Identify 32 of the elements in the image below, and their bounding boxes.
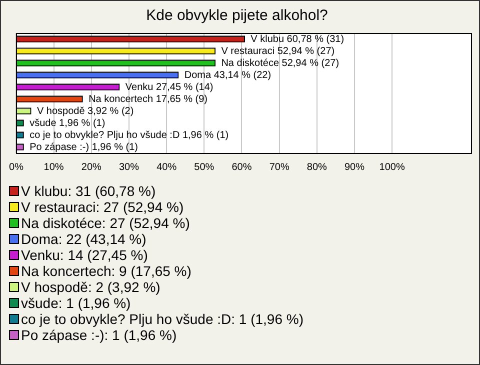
x-tick-label: 90% <box>344 162 365 173</box>
text: Venku: 14 (27,45 %) <box>21 247 148 263</box>
data-label: co je to obvykle? Plju ho všude :D 1,96 % (1) <box>30 130 229 141</box>
x-tick-label: 70% <box>269 162 290 173</box>
data-label: V restauraci 52,94 % (27) <box>221 46 335 57</box>
data-label: V hospodě 3,92 % (2) <box>36 106 134 117</box>
x-tick-label: 80% <box>306 162 328 173</box>
x-tick-label: 60% <box>232 162 252 173</box>
x-tick-label: 10% <box>44 162 64 173</box>
text: V klubu: 31 (60,78 %) <box>21 183 156 199</box>
data-label: Doma 43,14 % (22) <box>184 70 272 81</box>
data-label: Na koncertech 17,65 % (9) <box>88 94 208 105</box>
text: Doma: 22 (43,14 %) <box>21 231 146 247</box>
x-tick-label: 0% <box>9 162 24 173</box>
text: Po zápase :-): 1 (1,96 %) <box>21 327 177 343</box>
data-label: Venku 27,45 % (14) <box>125 82 214 93</box>
text: co je to obvykle? Plju ho všude :D: 1 (1,96 %) <box>21 311 304 327</box>
x-tick-label: 40% <box>156 162 177 173</box>
text: všude: 1 (1,96 %) <box>21 295 131 311</box>
data-label: V klubu 60,78 % (31) <box>250 34 344 45</box>
x-tick-label: 30% <box>118 162 140 173</box>
text: Na diskotéce: 27 (52,94 %) <box>21 215 190 231</box>
x-tick-label: 20% <box>81 162 102 173</box>
text: V restauraci: 27 (52,94 %) <box>21 199 184 215</box>
data-label: Po zápase :-) 1,96 % (1) <box>30 142 138 153</box>
text: V hospodě: 2 (3,92 %) <box>21 279 160 295</box>
chart-title: Kde obvykle pijete alkohol? <box>146 7 328 24</box>
x-tick-label: 50% <box>194 162 214 173</box>
data-label: všude 1,96 % (1) <box>30 118 106 129</box>
x-tick-label: 100% <box>379 162 405 173</box>
text: Na koncertech: 9 (17,65 %) <box>21 263 192 279</box>
data-label: Na diskotéce 52,94 % (27) <box>221 58 340 69</box>
